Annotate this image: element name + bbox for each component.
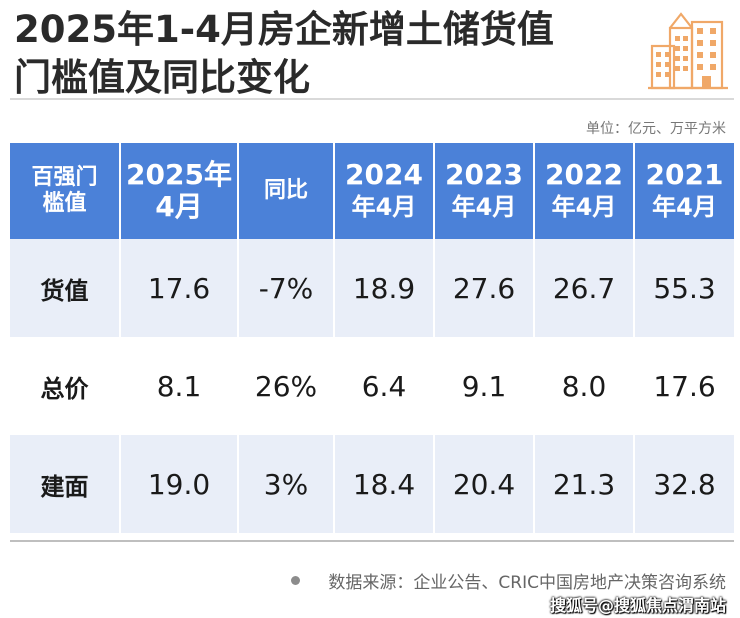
table-cell: 32.8	[634, 435, 734, 533]
table-cell: 17.6	[653, 369, 716, 403]
header-text: 年4月	[551, 193, 617, 221]
table-row: 总价 8.1 26% 6.4 9.1 8.0 17.6	[10, 337, 734, 435]
header-text: 4月	[155, 190, 203, 223]
table-row: 货值 17.6 -7% 18.9 27.6 26.7 55.3	[10, 239, 734, 337]
table-header-row: 百强门 槛值 2025年 4月 同比 2024 年4月 2023 年4月 202…	[10, 143, 734, 239]
page-title: 2025年1-4月房企新增土储货值 门槛值及同比变化	[14, 6, 614, 102]
table-cell: 18.4	[334, 435, 435, 533]
header-text: 2022	[545, 158, 623, 191]
header-text: 2023	[445, 158, 523, 191]
unit-note: 单位：亿元、万平方米	[586, 121, 726, 137]
header-cell: 百强门 槛值	[10, 143, 121, 239]
header-text: 2025年	[126, 158, 232, 191]
row-label: 建面	[10, 435, 121, 533]
source-note: 数据来源：企业公告、CRIC中国房地产决策咨询系统	[291, 568, 726, 593]
header-cell: 2023 年4月	[434, 143, 535, 239]
table-cell: 21.3	[534, 435, 635, 533]
table-cell: 26.7	[534, 239, 635, 337]
header-cell: 2021 年4月	[634, 143, 734, 239]
table-cell: 19.0	[120, 435, 239, 533]
table-cell: 6.4	[334, 337, 435, 435]
table-row: 建面 19.0 3% 18.4 20.4 21.3 32.8	[10, 435, 734, 533]
header-text: 百强门	[31, 165, 98, 190]
header-text: 年4月	[652, 193, 717, 221]
table-cell: -7%	[238, 239, 335, 337]
header-text: 2021	[645, 158, 724, 191]
row-label: 货值	[10, 239, 121, 337]
header-cell: 2025年 4月	[120, 143, 239, 239]
title-divider	[10, 98, 734, 100]
table-cell: 9.1	[434, 337, 535, 435]
table-cell: 3%	[238, 435, 335, 533]
header-cell: 同比	[238, 143, 335, 239]
header-text: 同比	[263, 178, 308, 203]
table-cell: 17.6	[120, 239, 239, 337]
table-cell: 8.1	[120, 337, 239, 435]
city-buildings-icon	[648, 12, 728, 90]
title-line-1: 2025年1-4月房企新增土储货值	[14, 8, 554, 51]
source-text: 数据来源：企业公告、CRIC中国房地产决策咨询系统	[328, 573, 726, 593]
title-line-2: 门槛值及同比变化	[14, 56, 310, 99]
table-cell: 8.0	[534, 337, 635, 435]
table-cell: 26%	[238, 337, 335, 435]
header-cell: 2022 年4月	[534, 143, 635, 239]
bullet-icon	[291, 576, 301, 585]
threshold-table: 百强门 槛值 2025年 4月 同比 2024 年4月 2023 年4月 202…	[10, 143, 734, 533]
header-cell: 2024 年4月	[334, 143, 435, 239]
row-label: 总价	[10, 337, 121, 435]
table-bottom-divider	[10, 540, 734, 542]
header-text: 2024	[345, 158, 423, 191]
header-text: 年4月	[351, 193, 417, 221]
table-cell: 18.9	[334, 239, 435, 337]
table-cell: 55.3	[634, 239, 734, 337]
table-cell: 27.6	[434, 239, 535, 337]
header-text: 年4月	[451, 193, 517, 221]
header-text: 槛值	[42, 191, 87, 216]
table-cell: 20.4	[434, 435, 535, 533]
watermark: 搜狐号@搜狐焦点渭南站	[549, 596, 726, 615]
